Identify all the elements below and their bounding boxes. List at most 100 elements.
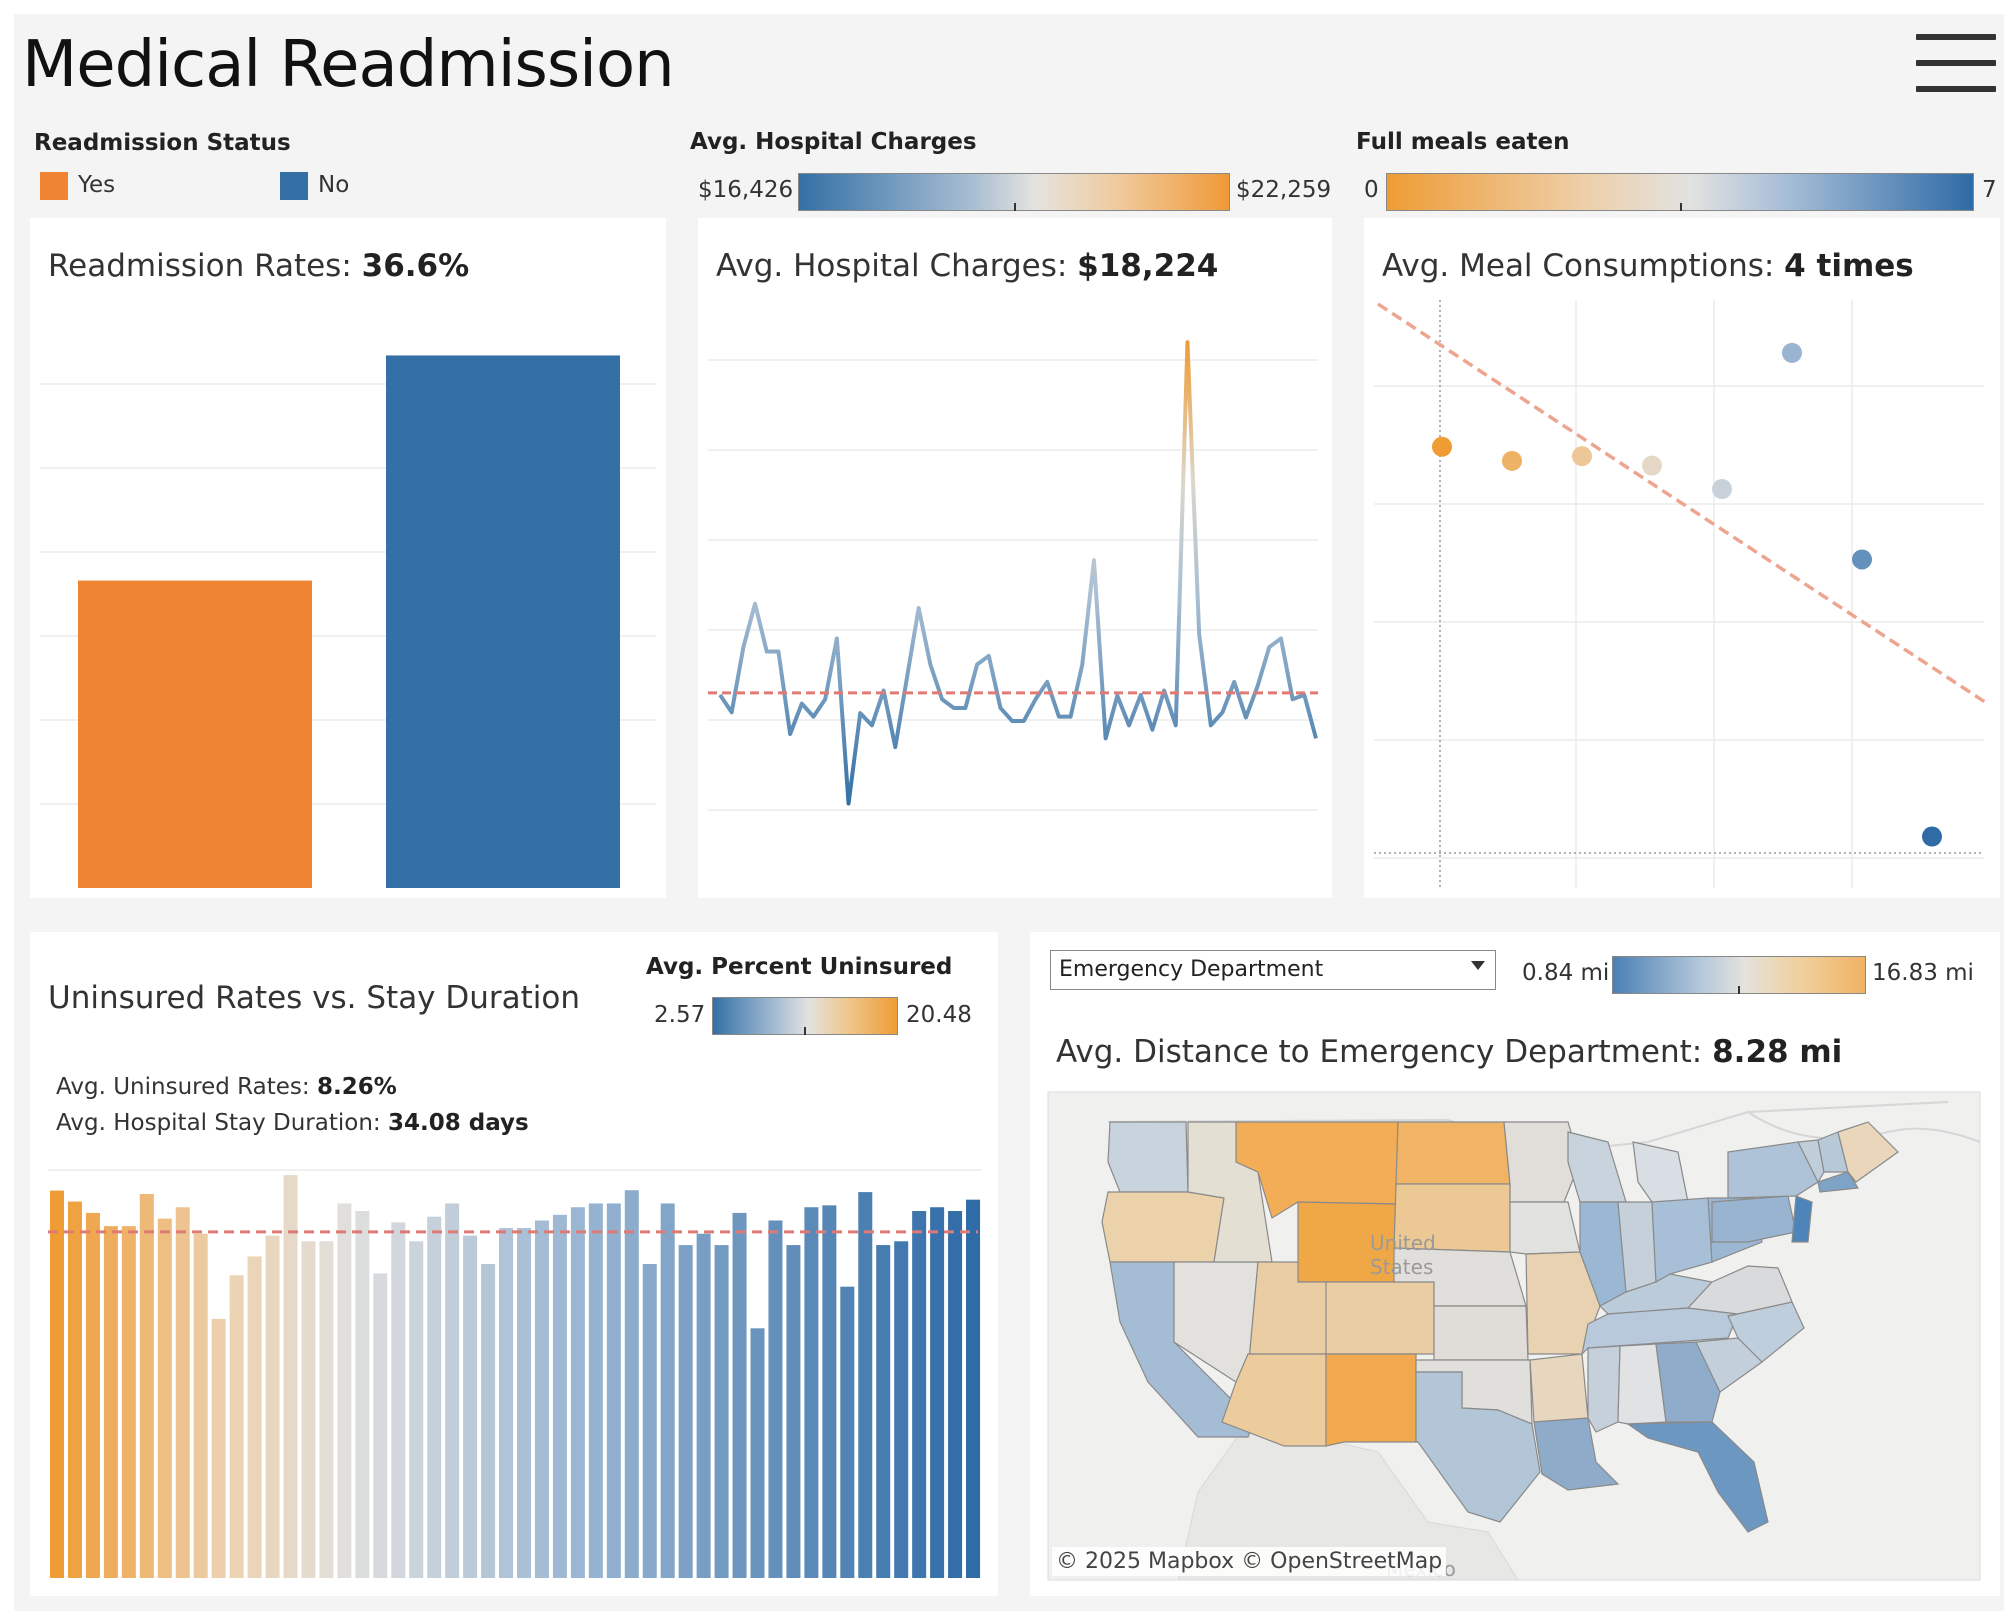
uninsured-bar	[786, 1245, 801, 1578]
meals-point-0	[1432, 436, 1452, 457]
uninsured-bar	[193, 1233, 208, 1578]
distance-panel-title: Avg. Distance to Emergency Department: 8…	[1056, 1034, 1843, 1070]
uninsured-bar	[966, 1199, 981, 1578]
state-wa[interactable]	[1107, 1121, 1189, 1193]
legend-swatch-no[interactable]	[280, 172, 308, 200]
uninsured-bar	[534, 1220, 549, 1578]
state-ia[interactable]	[1509, 1201, 1581, 1255]
uninsured-bar	[858, 1192, 873, 1578]
legend-label-no[interactable]: No	[318, 172, 350, 198]
uninsured-bar	[283, 1175, 298, 1578]
uninsured-bar	[157, 1218, 172, 1578]
charges-series-line	[718, 340, 1318, 806]
state-me[interactable]	[1837, 1121, 1899, 1183]
uninsured-bar	[103, 1226, 118, 1578]
charges-panel	[698, 218, 1332, 898]
uninsured-avg-rate-stat: Avg. Uninsured Rates: 8.26%	[56, 1074, 397, 1100]
uninsured-bar	[121, 1226, 136, 1578]
uninsured-bar	[247, 1256, 262, 1578]
distance-ramp-tick	[1738, 986, 1740, 994]
uninsured-bar	[948, 1211, 963, 1578]
uninsured-bar	[373, 1273, 388, 1578]
state-ma[interactable]	[1817, 1171, 1860, 1193]
uninsured-bar	[265, 1235, 280, 1578]
state-va[interactable]	[1686, 1265, 1793, 1317]
state-nd[interactable]	[1395, 1121, 1511, 1185]
uninsured-bar	[355, 1211, 370, 1578]
uninsured-bar	[301, 1241, 316, 1578]
map-attribution[interactable]: © 2025 Mapbox © OpenStreetMap	[1052, 1547, 1447, 1576]
uninsured-bar	[588, 1203, 603, 1578]
state-co[interactable]	[1325, 1281, 1435, 1355]
uninsured-bar	[463, 1235, 478, 1578]
state-ny[interactable]	[1727, 1141, 1819, 1199]
uninsured-legend-title: Avg. Percent Uninsured	[646, 954, 953, 980]
charges-panel-title: Avg. Hospital Charges: $18,224	[716, 248, 1219, 284]
uninsured-panel-title: Uninsured Rates vs. Stay Duration	[48, 980, 581, 1016]
state-fl[interactable]	[1626, 1421, 1769, 1533]
map-label-states: States	[1370, 1255, 1433, 1279]
charges-ramp-tick	[1014, 203, 1016, 211]
state-ar[interactable]	[1529, 1353, 1589, 1423]
readmission-bar-chart	[40, 355, 656, 888]
legend-swatch-yes[interactable]	[40, 172, 68, 200]
legend-label-yes[interactable]: Yes	[78, 172, 116, 198]
readmission-panel-title: Readmission Rates: 36.6%	[48, 248, 470, 284]
state-or[interactable]	[1101, 1191, 1225, 1263]
readmission-legend-title: Readmission Status	[34, 130, 291, 156]
uninsured-bar	[696, 1233, 711, 1578]
uninsured-bar	[319, 1241, 334, 1578]
us-distance-map[interactable]: United States Mexico	[1047, 1091, 1981, 1581]
uninsured-bar	[912, 1211, 927, 1578]
uninsured-bar	[67, 1201, 82, 1578]
uninsured-bar	[714, 1245, 729, 1578]
meals-panel-title: Avg. Meal Consumptions: 4 times	[1382, 248, 1914, 284]
meals-point-4	[1712, 479, 1732, 500]
uninsured-bar	[660, 1203, 675, 1578]
state-tx[interactable]	[1415, 1371, 1541, 1523]
page-title: Medical Readmission	[22, 28, 675, 102]
uninsured-panel	[30, 932, 998, 1596]
uninsured-legend-max: 20.48	[906, 1002, 972, 1028]
uninsured-bar	[481, 1263, 496, 1578]
canada-coast	[1747, 1111, 1981, 1143]
uninsured-bar	[606, 1203, 621, 1578]
uninsured-bar	[894, 1241, 909, 1578]
hamburger-menu-icon[interactable]	[1916, 30, 1996, 96]
stay-duration-stat: Avg. Hospital Stay Duration: 34.08 days	[56, 1110, 529, 1136]
meals-trend-line	[1377, 302, 1989, 706]
uninsured-bar	[822, 1205, 837, 1578]
meals-point-3	[1642, 455, 1662, 476]
state-nj[interactable]	[1791, 1195, 1813, 1243]
department-dropdown[interactable]: Emergency Department	[1050, 950, 1496, 990]
state-oh[interactable]	[1651, 1197, 1713, 1284]
chevron-down-icon[interactable]	[1471, 961, 1485, 970]
uninsured-bar	[678, 1245, 693, 1578]
uninsured-bar	[768, 1220, 783, 1578]
meals-point-7	[1922, 826, 1942, 847]
uninsured-bar	[211, 1318, 226, 1578]
bar-no	[386, 355, 620, 888]
uninsured-bar	[840, 1286, 855, 1578]
state-pa[interactable]	[1711, 1195, 1797, 1243]
distance-legend-min: 0.84 mi	[1522, 960, 1610, 986]
uninsured-bar	[391, 1222, 406, 1578]
charges-legend-title: Avg. Hospital Charges	[690, 129, 977, 155]
uninsured-bar	[337, 1203, 352, 1578]
state-ga[interactable]	[1655, 1341, 1721, 1423]
uninsured-bar	[229, 1275, 244, 1578]
bar-yes	[78, 580, 312, 888]
map-label-united-states: United	[1370, 1231, 1436, 1255]
uninsured-bar	[624, 1190, 639, 1578]
state-ks[interactable]	[1433, 1305, 1529, 1361]
uninsured-bar	[804, 1207, 819, 1578]
meals-ramp-tick	[1680, 203, 1682, 211]
state-nm[interactable]	[1325, 1353, 1417, 1447]
charges-legend-max: $22,259	[1236, 177, 1332, 203]
state-ms[interactable]	[1587, 1345, 1621, 1433]
uninsured-bar	[750, 1328, 765, 1578]
department-dropdown-value: Emergency Department	[1059, 957, 1324, 982]
uninsured-bar	[427, 1216, 442, 1578]
meals-point-6	[1852, 549, 1872, 570]
uninsured-bar	[85, 1212, 100, 1578]
